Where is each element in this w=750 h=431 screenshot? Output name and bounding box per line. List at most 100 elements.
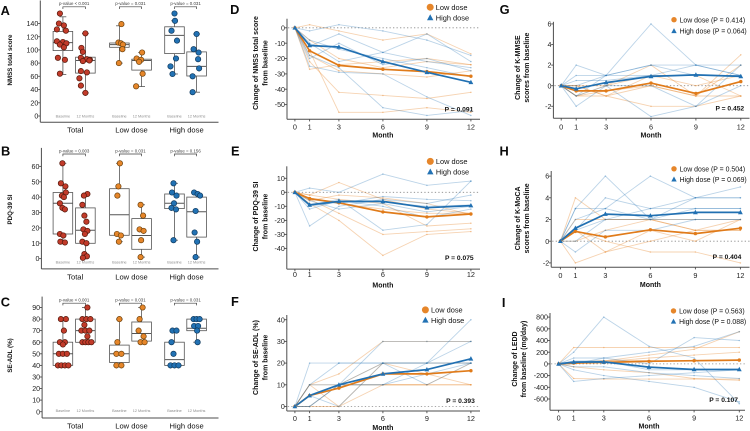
svg-text:P = 0.091: P = 0.091	[445, 107, 474, 114]
svg-text:H: H	[500, 144, 509, 159]
svg-text:12: 12	[737, 123, 745, 132]
svg-text:D: D	[230, 2, 239, 17]
svg-text:I: I	[502, 295, 506, 310]
svg-text:Month: Month	[639, 424, 660, 431]
svg-text:70: 70	[32, 327, 40, 335]
svg-text:-50: -50	[275, 101, 285, 109]
svg-text:-20: -20	[275, 217, 285, 225]
svg-text:80: 80	[30, 60, 38, 68]
svg-text:Baseline: Baseline	[167, 261, 182, 265]
svg-text:9: 9	[425, 270, 429, 279]
svg-text:12 Months: 12 Months	[133, 114, 151, 118]
svg-text:12 Months: 12 Months	[133, 409, 151, 413]
svg-text:-40: -40	[275, 86, 285, 94]
svg-text:Low dose: Low dose	[431, 306, 463, 315]
svg-text:Baseline: Baseline	[112, 114, 127, 118]
svg-text:from baseline: from baseline	[263, 335, 270, 381]
svg-text:4: 4	[545, 194, 549, 202]
svg-text:0: 0	[36, 408, 40, 416]
svg-text:12: 12	[467, 123, 475, 132]
svg-text:Change of LEDD: Change of LEDD	[512, 331, 519, 386]
svg-text:High dose (P = 0.064): High dose (P = 0.064)	[680, 29, 747, 36]
svg-text:1: 1	[308, 414, 312, 423]
svg-text:Low dose (P = 0.414): Low dose (P = 0.414)	[680, 17, 746, 24]
svg-text:Total: Total	[67, 422, 83, 431]
svg-text:Baseline: Baseline	[167, 114, 182, 118]
svg-text:0: 0	[558, 271, 562, 280]
svg-text:P = 0.075: P = 0.075	[445, 255, 474, 262]
svg-text:0: 0	[281, 189, 285, 197]
svg-text:Month: Month	[372, 133, 393, 140]
svg-text:800: 800	[536, 314, 548, 322]
svg-text:12 Months: 12 Months	[77, 409, 95, 413]
svg-text:Baseline: Baseline	[56, 114, 71, 118]
svg-text:2: 2	[545, 216, 549, 224]
svg-text:20: 20	[277, 360, 285, 368]
svg-text:12 Months: 12 Months	[77, 261, 95, 265]
svg-text:10: 10	[32, 397, 40, 405]
svg-text:High dose: High dose	[431, 316, 464, 325]
svg-text:12 Months: 12 Months	[133, 261, 151, 265]
svg-text:P = 0.393: P = 0.393	[446, 398, 475, 405]
svg-text:Low dose: Low dose	[436, 157, 468, 166]
svg-text:from baseline: from baseline	[263, 40, 270, 86]
svg-text:-2: -2	[545, 103, 551, 111]
svg-text:3: 3	[337, 270, 341, 279]
svg-text:-400: -400	[534, 384, 548, 392]
svg-text:6: 6	[381, 414, 385, 423]
svg-text:-600: -600	[534, 396, 548, 404]
svg-text:90: 90	[32, 304, 40, 312]
svg-text:600: 600	[536, 325, 548, 333]
svg-text:High dose (P = 0.088): High dose (P = 0.088)	[679, 319, 746, 326]
svg-text:12 Months: 12 Months	[188, 261, 206, 265]
svg-text:20: 20	[30, 99, 38, 107]
svg-text:2: 2	[547, 62, 551, 70]
svg-text:10: 10	[277, 175, 285, 183]
svg-text:Baseline: Baseline	[56, 261, 71, 265]
svg-text:0: 0	[35, 255, 39, 263]
svg-text:12 Months: 12 Months	[188, 409, 206, 413]
svg-text:Month: Month	[640, 282, 661, 289]
svg-text:-30: -30	[275, 71, 285, 79]
svg-text:Total: Total	[67, 273, 83, 282]
svg-text:0: 0	[293, 414, 297, 423]
svg-text:3: 3	[337, 123, 341, 132]
svg-text:Change of PDQ-39 SI: Change of PDQ-39 SI	[253, 181, 260, 251]
svg-text:30: 30	[277, 338, 285, 346]
svg-text:1: 1	[308, 123, 312, 132]
svg-text:Change of NMSS total score: Change of NMSS total score	[253, 16, 260, 110]
svg-text:9: 9	[425, 414, 429, 423]
svg-text:400: 400	[536, 337, 548, 345]
svg-text:0: 0	[293, 270, 297, 279]
svg-text:p-value = 0.031: p-value = 0.031	[115, 298, 146, 303]
svg-text:Baseline: Baseline	[167, 409, 182, 413]
svg-text:-10: -10	[275, 203, 285, 211]
svg-text:P = 0.404: P = 0.404	[713, 254, 742, 261]
svg-text:-200: -200	[534, 372, 548, 380]
svg-text:30: 30	[32, 374, 40, 382]
svg-text:High dose (P = 0.069): High dose (P = 0.069)	[680, 177, 747, 184]
svg-text:F: F	[231, 294, 239, 309]
svg-text:SE-ADL (%): SE-ADL (%)	[7, 338, 14, 372]
svg-text:80: 80	[32, 316, 40, 324]
svg-text:p-value = 0.031: p-value = 0.031	[115, 1, 146, 6]
svg-text:p-value < 0.001: p-value < 0.001	[59, 298, 90, 303]
svg-text:Low dose: Low dose	[436, 3, 468, 12]
svg-text:1: 1	[572, 414, 576, 423]
svg-text:Change of K-MoCA: Change of K-MoCA	[515, 186, 522, 250]
svg-text:3: 3	[604, 123, 608, 132]
svg-text:6: 6	[649, 123, 653, 132]
svg-text:0: 0	[34, 113, 38, 121]
svg-text:Low dose: Low dose	[115, 126, 148, 135]
svg-text:0: 0	[547, 82, 551, 90]
svg-text:20: 20	[32, 385, 40, 393]
svg-text:9: 9	[692, 414, 696, 423]
svg-text:P = 0.107: P = 0.107	[709, 397, 738, 404]
svg-text:B: B	[1, 144, 10, 159]
svg-text:120: 120	[26, 33, 38, 41]
svg-text:Total: Total	[67, 126, 83, 135]
svg-text:Low dose (P = 0.563): Low dose (P = 0.563)	[679, 309, 745, 316]
svg-text:Low dose: Low dose	[115, 422, 148, 431]
svg-text:9: 9	[694, 123, 698, 132]
svg-text:10: 10	[32, 240, 40, 248]
